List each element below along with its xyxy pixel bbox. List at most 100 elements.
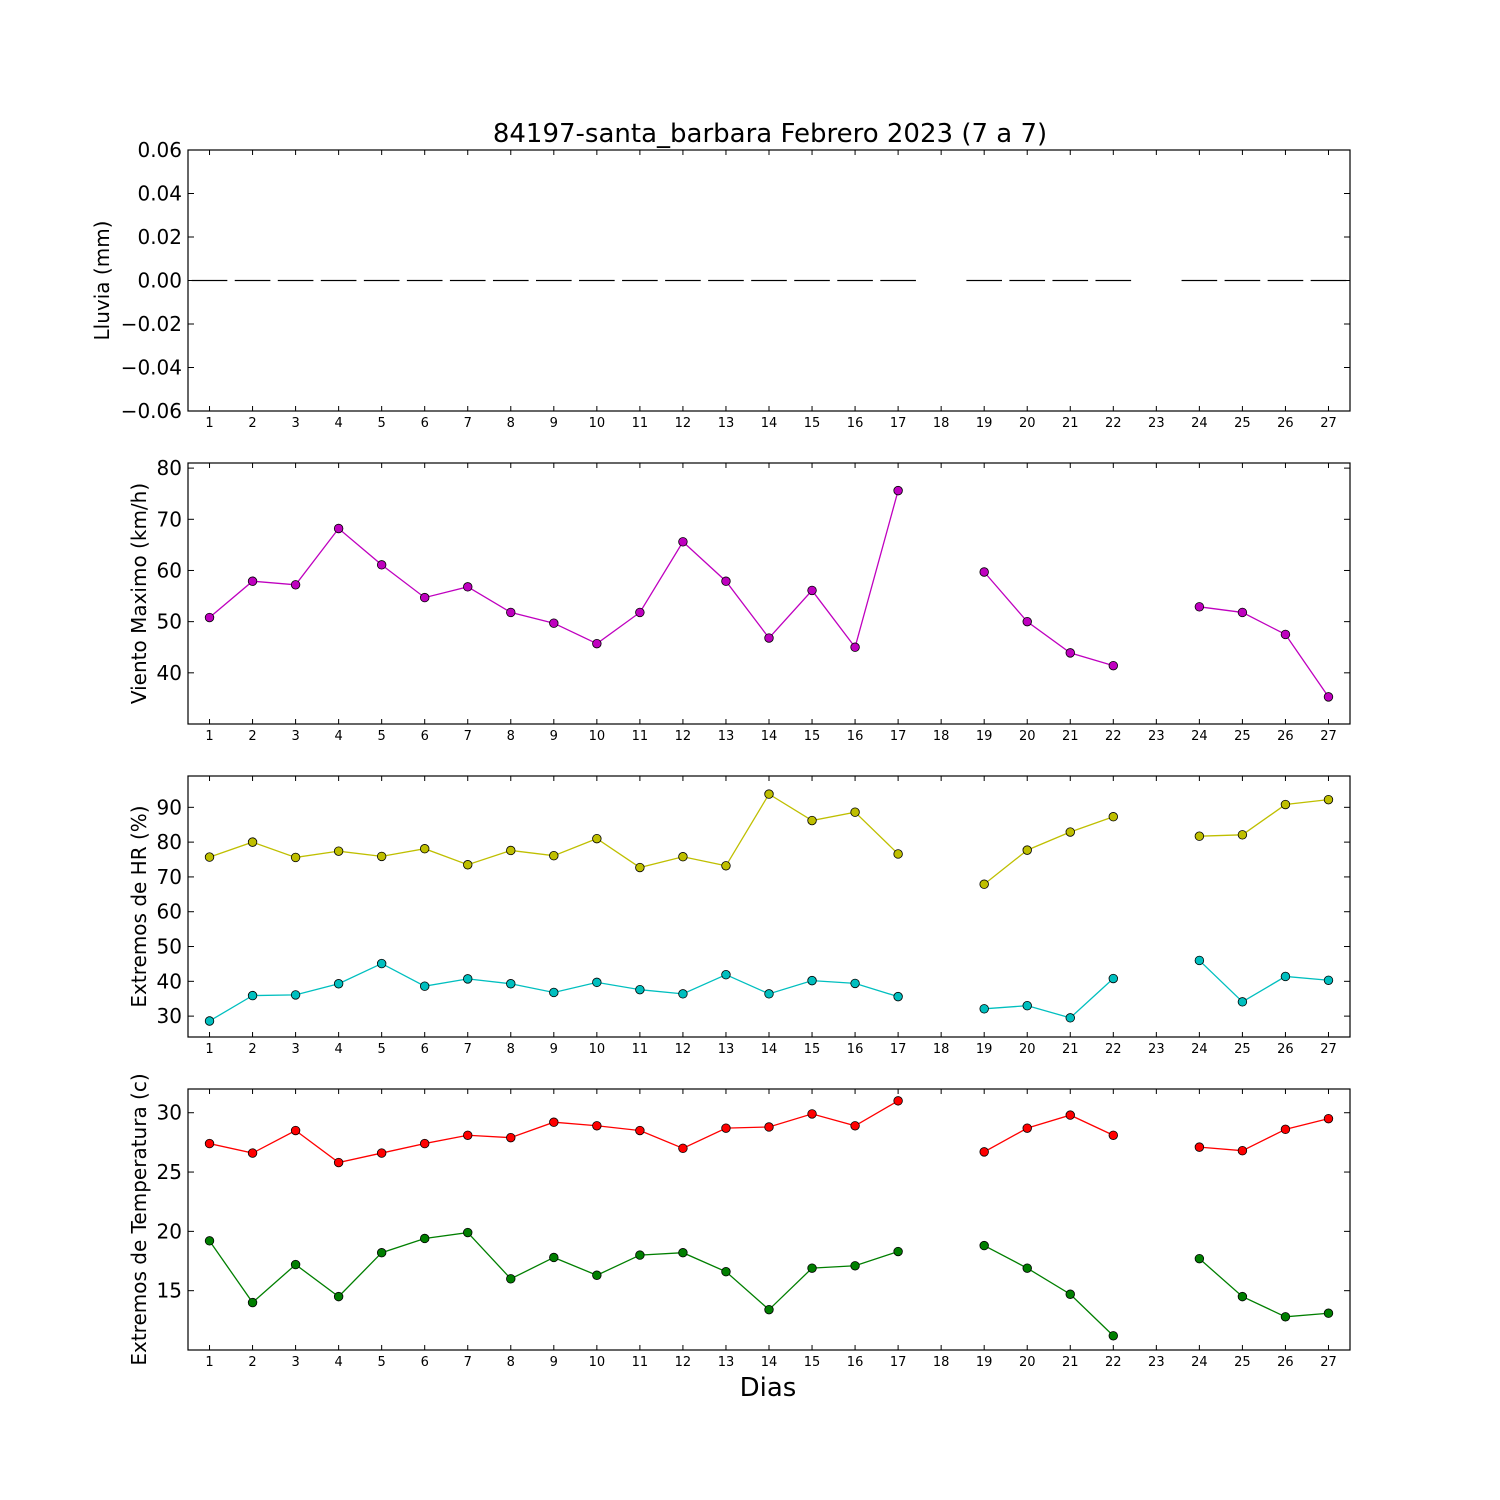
data-point [1280, 1312, 1291, 1322]
data-point [979, 879, 989, 889]
x-tick-label: 5 [378, 416, 386, 431]
data-point [290, 1125, 301, 1136]
data-point [678, 1248, 688, 1258]
data-point [420, 981, 430, 991]
x-tick-label: 24 [1191, 416, 1208, 431]
data-point [1194, 1142, 1205, 1152]
series-line [1198, 1258, 1329, 1318]
x-tick-label: 15 [804, 416, 821, 431]
series-line [983, 1245, 1114, 1337]
y-tick-label: 0.00 [137, 269, 182, 293]
data-point [850, 807, 860, 817]
data-point [420, 844, 430, 854]
x-tick-label: 1 [205, 1355, 213, 1370]
x-tick-label: 9 [550, 729, 558, 744]
x-tick-label: 4 [334, 1042, 342, 1057]
y-tick-label: 50 [157, 610, 182, 634]
x-tick-label: 22 [1105, 1355, 1122, 1370]
x-tick-label: 11 [632, 1355, 649, 1370]
data-point [1323, 1308, 1334, 1318]
data-point [764, 633, 774, 643]
data-point [592, 833, 602, 844]
plot-frame [187, 462, 1351, 725]
data-point [807, 815, 817, 826]
panel-2: 1 2 3 4 5 6 7 8 9 10 11 12 13 14 15 16 17 18 19 20 21 22 23 24 2… [127, 456, 1351, 744]
x-tick-label: 20 [1019, 416, 1036, 431]
data-point [764, 989, 774, 999]
x-tick-label: 9 [550, 1355, 558, 1370]
data-point [1065, 1289, 1075, 1299]
data-point [721, 1123, 731, 1133]
data-point [1022, 1000, 1032, 1011]
x-tick-label: 10 [589, 1355, 606, 1370]
x-tick-label: 14 [761, 1042, 778, 1057]
x-tick-label: 21 [1062, 729, 1079, 744]
x-tick-label: 5 [378, 1355, 386, 1370]
data-point [506, 607, 516, 618]
data-point [549, 618, 559, 628]
x-tick-label: 18 [933, 1355, 950, 1370]
data-point [592, 1121, 602, 1131]
series-line [1198, 959, 1329, 1003]
data-point [204, 852, 215, 862]
x-tick-label: 15 [804, 729, 821, 744]
x-tick-label: 21 [1062, 1042, 1079, 1057]
x-tick-label: 5 [378, 729, 386, 744]
x-tick-label: 25 [1234, 1355, 1251, 1370]
data-point [549, 1117, 559, 1127]
x-tick-label: 2 [248, 1355, 256, 1370]
x-tick-label: 12 [675, 1355, 692, 1370]
data-point [463, 974, 473, 984]
series-line [209, 1100, 899, 1164]
data-point [893, 991, 903, 1002]
x-tick-label: 14 [761, 729, 778, 744]
data-point [979, 1004, 989, 1014]
x-tick-label: 6 [421, 1355, 429, 1370]
x-tick-label: 13 [718, 729, 735, 744]
x-tick-label: 21 [1062, 1355, 1079, 1370]
series-line [1199, 1118, 1329, 1152]
x-tick-label: 10 [589, 416, 606, 431]
data-point [1237, 607, 1248, 618]
data-point [1237, 997, 1248, 1007]
data-point [506, 979, 516, 989]
data-point [1237, 830, 1248, 840]
x-tick-label: 27 [1320, 416, 1337, 431]
data-point [247, 1297, 258, 1308]
x-axis-label: Dias [740, 1373, 797, 1403]
y-tick-label: 70 [157, 865, 182, 889]
data-point [764, 1304, 774, 1315]
x-tick-label: 7 [464, 729, 472, 744]
data-point [1108, 1130, 1118, 1140]
data-point [463, 1130, 473, 1140]
y-tick-label: 80 [157, 830, 182, 854]
x-tick-label: 2 [248, 729, 256, 744]
data-point [1280, 799, 1291, 810]
data-point [549, 987, 559, 998]
data-point [1108, 973, 1118, 984]
x-tick-label: 14 [761, 416, 778, 431]
x-tick-label: 25 [1234, 729, 1251, 744]
data-point [506, 845, 516, 856]
y-axis-label: Extremos de HR (%) [127, 805, 151, 1007]
series-line [208, 1231, 899, 1311]
data-point [1323, 692, 1334, 702]
panel-3: 1 2 3 4 5 6 7 8 9 10 11 12 13 14 15 16 17 18 19 20 21 22 23 24 2… [127, 775, 1351, 1057]
x-tick-label: 22 [1105, 729, 1122, 744]
y-axis-label: Extremos de Temperatura (c) [127, 1073, 151, 1365]
x-tick-label: 12 [675, 416, 692, 431]
data-point [204, 1236, 215, 1246]
data-point [333, 1157, 344, 1168]
data-point [1022, 845, 1032, 855]
series-line [983, 1114, 1114, 1153]
series-line [1199, 606, 1330, 698]
data-point [1323, 794, 1334, 805]
series-2 [204, 1227, 1334, 1341]
y-tick-label: 90 [157, 795, 182, 819]
x-tick-label: 8 [507, 416, 515, 431]
data-point [333, 846, 344, 856]
y-tick-label: 40 [157, 969, 182, 993]
x-tick-label: 3 [291, 1355, 299, 1370]
y-tick-label: 30 [157, 1004, 182, 1028]
